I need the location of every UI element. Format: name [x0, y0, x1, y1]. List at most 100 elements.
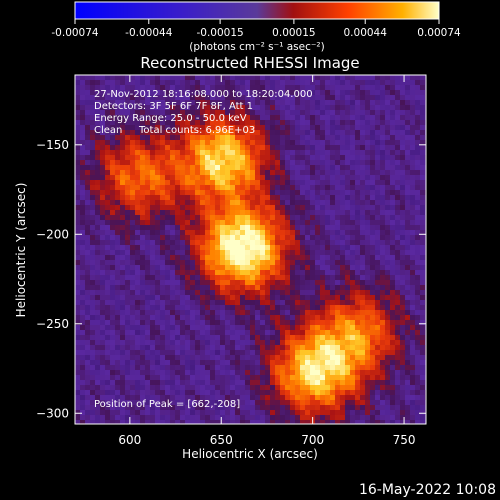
- heatmap-cell: [370, 190, 376, 196]
- heatmap-cell: [340, 150, 346, 156]
- heatmap-cell: [325, 255, 331, 261]
- heatmap-cell: [90, 300, 96, 306]
- heatmap-cell: [195, 110, 201, 116]
- heatmap-cell: [380, 410, 386, 416]
- heatmap-cell: [260, 305, 266, 311]
- heatmap-cell: [360, 360, 366, 366]
- heatmap-cell: [245, 95, 251, 101]
- heatmap-cell: [270, 260, 276, 266]
- heatmap-cell: [335, 115, 341, 121]
- heatmap-cell: [80, 410, 86, 416]
- heatmap-cell: [150, 420, 156, 424]
- heatmap-cell: [125, 325, 131, 331]
- heatmap-cell: [420, 355, 426, 361]
- heatmap-cell: [280, 245, 286, 251]
- heatmap-cell: [325, 415, 331, 421]
- heatmap-cell: [405, 360, 411, 366]
- heatmap-cell: [90, 225, 96, 231]
- heatmap-cell: [415, 175, 421, 181]
- heatmap-cell: [330, 315, 336, 321]
- heatmap-cell: [140, 205, 146, 211]
- heatmap-cell: [350, 230, 356, 236]
- heatmap-cell: [395, 235, 401, 241]
- heatmap-cell: [215, 370, 221, 376]
- heatmap-cell: [195, 265, 201, 271]
- heatmap-cell: [295, 180, 301, 186]
- heatmap-cell: [335, 335, 341, 341]
- heatmap-cell: [380, 305, 386, 311]
- heatmap-cell: [410, 210, 416, 216]
- heatmap-cell: [375, 220, 381, 226]
- heatmap-cell: [90, 370, 96, 376]
- heatmap-cell: [205, 360, 211, 366]
- heatmap-cell: [310, 130, 316, 136]
- heatmap-cell: [345, 180, 351, 186]
- heatmap-cell: [165, 125, 171, 131]
- heatmap-cell: [240, 145, 246, 151]
- heatmap-cell: [280, 90, 286, 96]
- heatmap-cell: [350, 195, 356, 201]
- heatmap-cell: [210, 350, 216, 356]
- heatmap-cell: [180, 100, 186, 106]
- heatmap-cell: [330, 350, 336, 356]
- heatmap-cell: [290, 180, 296, 186]
- heatmap-cell: [260, 125, 266, 131]
- heatmap-cell: [140, 335, 146, 341]
- heatmap-cell: [75, 135, 81, 141]
- heatmap-cell: [270, 240, 276, 246]
- heatmap-cell: [280, 135, 286, 141]
- heatmap-cell: [415, 345, 421, 351]
- heatmap-cell: [110, 255, 116, 261]
- heatmap-cell: [165, 410, 171, 416]
- heatmap-cell: [400, 235, 406, 241]
- heatmap-cell: [245, 355, 251, 361]
- heatmap-cell: [385, 75, 391, 81]
- heatmap-cell: [80, 315, 86, 321]
- heatmap-cell: [410, 110, 416, 116]
- heatmap-cell: [395, 180, 401, 186]
- heatmap-cell: [350, 310, 356, 316]
- heatmap-cell: [315, 115, 321, 121]
- heatmap-cell: [185, 160, 191, 166]
- heatmap-cell: [80, 325, 86, 331]
- heatmap-cell: [275, 185, 281, 191]
- heatmap-cell: [100, 340, 106, 346]
- heatmap-cell: [410, 410, 416, 416]
- heatmap-cell: [310, 410, 316, 416]
- heatmap-cell: [320, 95, 326, 101]
- heatmap-cell: [305, 180, 311, 186]
- heatmap-cell: [335, 265, 341, 271]
- heatmap-cell: [115, 340, 121, 346]
- heatmap-cell: [285, 175, 291, 181]
- heatmap-cell: [290, 200, 296, 206]
- heatmap-cell: [220, 140, 226, 146]
- heatmap-cell: [225, 140, 231, 146]
- heatmap-cell: [180, 85, 186, 91]
- heatmap-cell: [110, 415, 116, 421]
- heatmap-cell: [75, 85, 81, 91]
- heatmap-cell: [360, 380, 366, 386]
- heatmap-cell: [420, 135, 426, 141]
- heatmap-cell: [150, 315, 156, 321]
- heatmap-cell: [345, 220, 351, 226]
- heatmap-cell: [420, 385, 426, 391]
- heatmap-cell: [275, 270, 281, 276]
- heatmap-cell: [325, 150, 331, 156]
- heatmap-cell: [345, 265, 351, 271]
- heatmap-cell: [325, 270, 331, 276]
- heatmap-cell: [275, 180, 281, 186]
- heatmap-cell: [380, 230, 386, 236]
- heatmap-cell: [265, 80, 271, 86]
- heatmap-cell: [375, 320, 381, 326]
- heatmap-cell: [390, 255, 396, 261]
- heatmap-cell: [85, 290, 91, 296]
- heatmap-cell: [155, 420, 161, 424]
- heatmap-cell: [240, 320, 246, 326]
- heatmap-cell: [230, 195, 236, 201]
- heatmap-cell: [310, 295, 316, 301]
- heatmap-cell: [330, 320, 336, 326]
- heatmap-cell: [170, 385, 176, 391]
- heatmap-cell: [160, 350, 166, 356]
- heatmap-cell: [120, 155, 126, 161]
- heatmap-cell: [330, 250, 336, 256]
